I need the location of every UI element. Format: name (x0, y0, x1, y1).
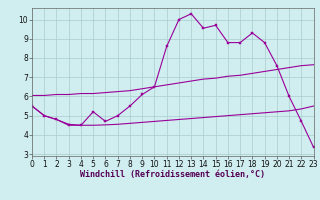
X-axis label: Windchill (Refroidissement éolien,°C): Windchill (Refroidissement éolien,°C) (80, 170, 265, 179)
